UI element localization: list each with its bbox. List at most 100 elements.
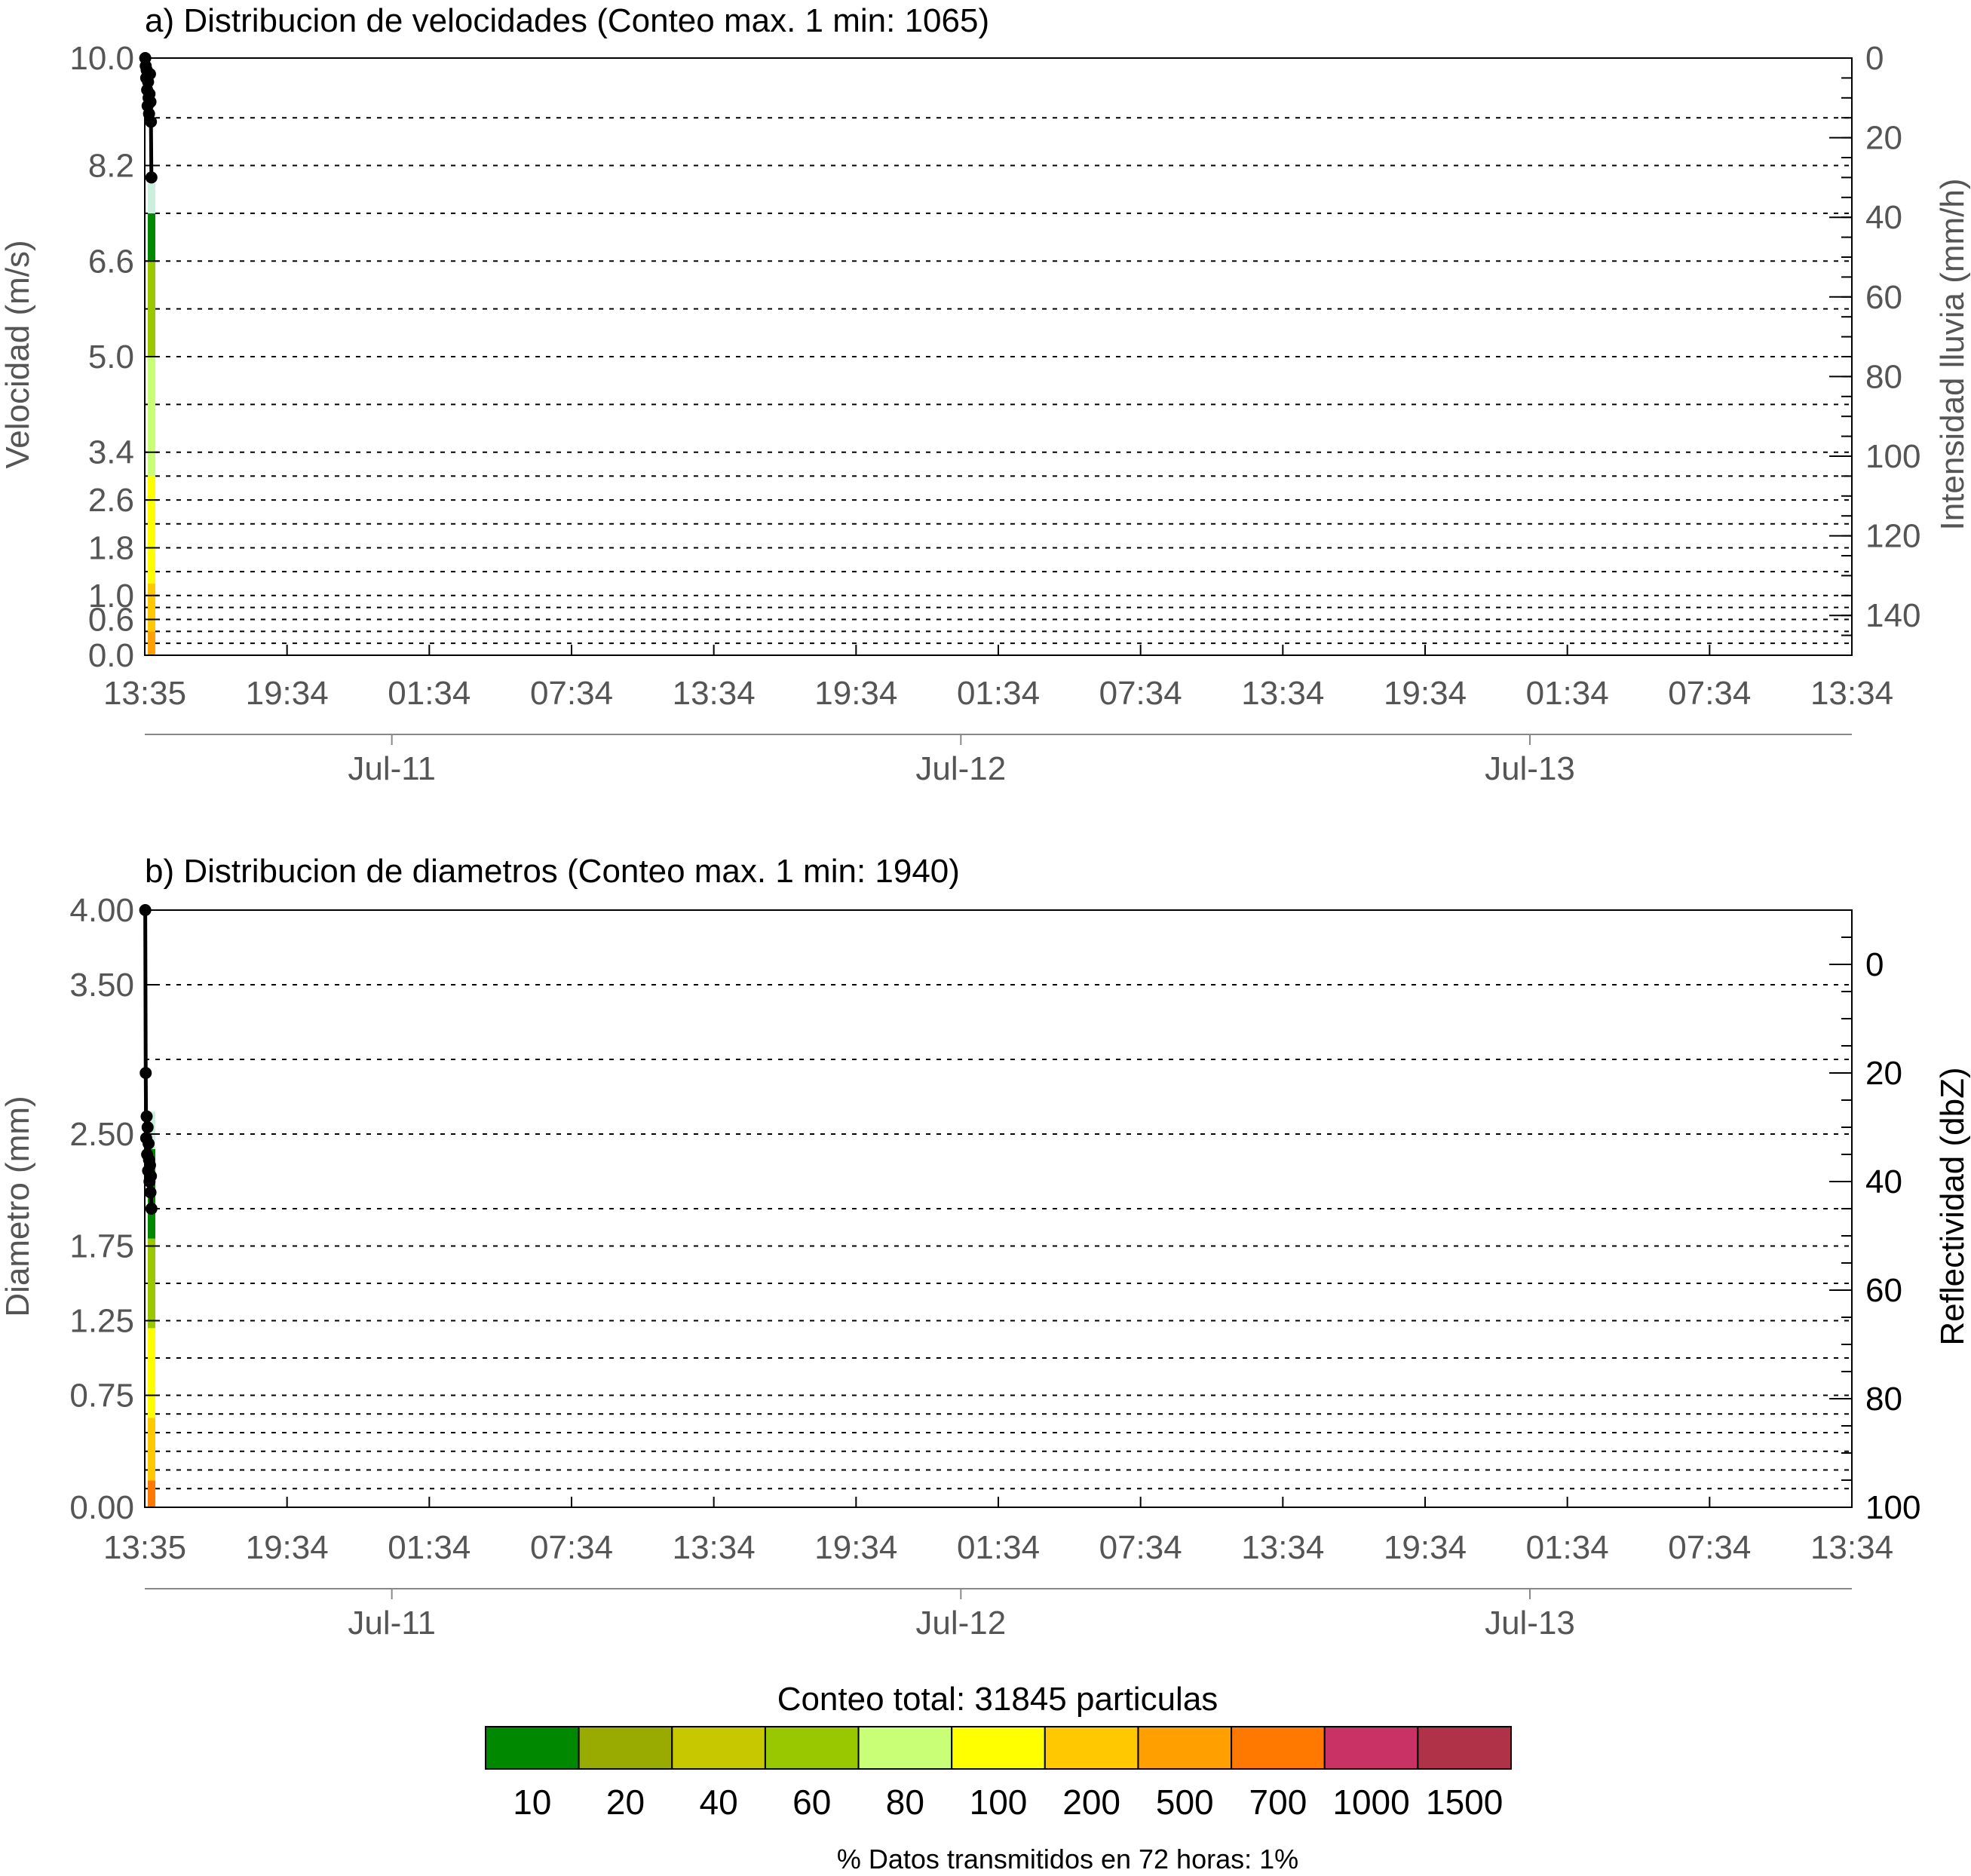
panel-a-x-ticks: 13:35 19:34 01:34 07:34 13:34 19:34 01:34 07:34…	[103, 645, 1893, 712]
x-tick-label: 01:34	[1526, 675, 1609, 712]
x-tick-label: 01:34	[388, 675, 471, 712]
y2-tick-label: 60	[1865, 1272, 1902, 1309]
colorbar-cell	[1231, 1726, 1326, 1770]
panel-b-gridlines	[145, 984, 1852, 1490]
series-point	[144, 96, 157, 109]
panel-a-day-axis: Jul-11 Jul-12 Jul-13	[145, 734, 1852, 787]
y-tick-label: 8.2	[88, 148, 134, 185]
day-label: Jul-11	[348, 750, 436, 787]
x-tick-label: 19:34	[1384, 1529, 1467, 1566]
x-tick-label: 01:34	[1526, 1529, 1609, 1566]
colorbar-label: 100	[970, 1783, 1028, 1822]
y2-tick-label: 120	[1865, 518, 1920, 555]
y2-tick-label: 20	[1865, 1055, 1902, 1092]
colorbar-label: 1000	[1332, 1783, 1409, 1822]
x-tick-label: 07:34	[1668, 675, 1751, 712]
day-label: Jul-11	[348, 1605, 436, 1642]
x-tick-label: 07:34	[1668, 1529, 1751, 1566]
series-point	[145, 115, 158, 128]
y-tick-label: 0.6	[88, 601, 134, 638]
x-tick-label: 19:34	[1384, 675, 1467, 712]
colorbar-label: 40	[700, 1783, 738, 1822]
y-tick-label: 1.75	[69, 1228, 134, 1265]
panel-b-day-axis: Jul-11 Jul-12 Jul-13	[145, 1588, 1852, 1642]
y-tick-label: 4.00	[69, 892, 134, 929]
series-point	[139, 1067, 152, 1079]
y-tick-label: 5.0	[88, 339, 134, 376]
day-label: Jul-12	[915, 1605, 1006, 1642]
x-tick-label: 13:34	[1810, 675, 1893, 712]
y-tick-label: 0.00	[69, 1489, 134, 1526]
day-label: Jul-13	[1485, 750, 1575, 787]
colorbar-label: 200	[1062, 1783, 1120, 1822]
y-tick-label: 0.0	[88, 637, 134, 674]
panel-a-y-axis-label: Velocidad (m/s)	[0, 240, 36, 468]
heatmap-cell	[148, 261, 155, 357]
series-point	[141, 1121, 154, 1133]
y2-tick-label: 100	[1865, 1489, 1920, 1526]
heatmap-cell	[148, 631, 155, 655]
diameter-distribution-panel: b) Distribucion de diametros (Conteo max…	[0, 853, 1971, 1642]
x-tick-label: 19:34	[814, 1529, 897, 1566]
colorbar-cell	[764, 1726, 860, 1770]
y2-tick-label: 80	[1865, 358, 1902, 395]
y-tick-label: 10.0	[69, 40, 134, 77]
y2-tick-label: 140	[1865, 597, 1920, 634]
heatmap-cell	[148, 583, 155, 632]
series-point	[145, 171, 158, 184]
x-tick-label: 19:34	[246, 1529, 329, 1566]
x-tick-label: 07:34	[530, 675, 613, 712]
y2-tick-label: 100	[1865, 438, 1920, 475]
y2-tick-label: 40	[1865, 1163, 1902, 1200]
heatmap-cell	[148, 1418, 155, 1481]
heatmap-cell	[148, 213, 155, 262]
panel-a-heatmap	[148, 183, 155, 655]
y-tick-label: 2.50	[69, 1116, 134, 1153]
x-tick-label: 13:35	[103, 675, 186, 712]
y-tick-label: 1.8	[88, 529, 134, 566]
y2-tick-label: 60	[1865, 279, 1902, 316]
colorbar-cell	[1044, 1726, 1139, 1770]
heatmap-cell	[148, 357, 155, 477]
y-tick-label: 3.50	[69, 967, 134, 1004]
day-label: Jul-12	[915, 750, 1006, 787]
panel-a-title: a) Distribucion de velocidades (Conteo m…	[145, 2, 989, 39]
series-point	[145, 1169, 158, 1182]
x-tick-label: 01:34	[957, 1529, 1040, 1566]
heatmap-cell	[148, 1328, 155, 1418]
y-tick-label: 2.6	[88, 482, 134, 519]
colorbar-legend: Conteo total: 31845 particulas 10 20 40 60 8…	[485, 1681, 1513, 1822]
panel-b-x-ticks: 13:35 19:34 01:34 07:34 13:34 19:34 01:34 07:34…	[103, 1497, 1893, 1566]
panel-b-y2-axis-label: Reflectividad (dbZ)	[1934, 1067, 1971, 1345]
y-tick-label: 3.4	[88, 434, 134, 471]
colorbar-cell	[485, 1726, 580, 1770]
heatmap-cell	[148, 1480, 155, 1507]
y2-tick-label: 0	[1865, 40, 1884, 77]
x-tick-label: 13:34	[673, 675, 756, 712]
colorbar-cells	[485, 1726, 1513, 1770]
colorbar-cell	[1137, 1726, 1233, 1770]
colorbar-label: 500	[1156, 1783, 1214, 1822]
series-point	[143, 1159, 156, 1172]
colorbar-cell	[857, 1726, 953, 1770]
x-tick-label: 07:34	[1099, 1529, 1182, 1566]
series-point	[145, 1203, 158, 1215]
x-tick-label: 13:34	[1810, 1529, 1893, 1566]
colorbar-cell	[1323, 1726, 1419, 1770]
panel-a-y2-axis-label: Intensidad lluvia (mm/h)	[1934, 178, 1971, 530]
colorbar-label: 80	[886, 1783, 924, 1822]
footer-note: % Datos transmitidos en 72 horas: 1%	[837, 1844, 1298, 1874]
series-point	[143, 1137, 155, 1150]
x-tick-label: 01:34	[388, 1529, 471, 1566]
x-tick-label: 07:34	[1099, 675, 1182, 712]
heatmap-cell	[148, 1238, 155, 1329]
y-tick-label: 6.6	[88, 243, 134, 280]
colorbar-cell	[671, 1726, 766, 1770]
colorbar-label: 60	[792, 1783, 831, 1822]
y2-tick-label: 80	[1865, 1381, 1902, 1418]
panel-b-y-ticks: 4.00 3.50 2.50 1.75 1.25 0.75 0.00	[69, 892, 158, 1526]
colorbar-cell	[1417, 1726, 1513, 1770]
series-point	[144, 1186, 157, 1199]
colorbar-labels: 10 20 40 60 80 100 200 500 700 1000 1500	[513, 1783, 1503, 1822]
x-tick-label: 13:35	[103, 1529, 186, 1566]
